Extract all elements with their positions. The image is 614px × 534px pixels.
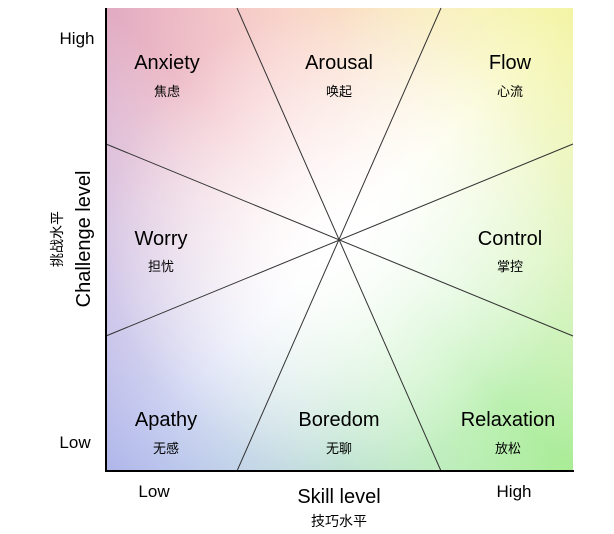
- region-control-label-zh: 掌控: [497, 260, 523, 275]
- region-relaxation-label: Relaxation: [461, 409, 556, 431]
- divider-right-upper: [105, 143, 574, 337]
- x-axis-high-label: High: [497, 482, 532, 501]
- region-boredom-label-zh: 无聊: [326, 442, 352, 457]
- x-axis-title-zh: 技巧水平: [311, 514, 367, 530]
- region-control-label: Control: [478, 228, 542, 250]
- region-worry: Worry 担忧: [135, 228, 188, 275]
- region-flow-label-zh: 心流: [497, 85, 523, 100]
- region-relaxation: Relaxation 放松: [461, 409, 556, 457]
- region-apathy-label: Apathy: [135, 409, 197, 431]
- region-arousal-label: Arousal: [305, 52, 373, 74]
- region-boredom: Boredom 无聊: [298, 409, 379, 457]
- region-worry-label: Worry: [135, 228, 188, 250]
- region-anxiety-label: Anxiety: [134, 52, 200, 74]
- y-axis-low-label: Low: [59, 433, 91, 452]
- region-anxiety-label-zh: 焦虑: [154, 85, 180, 100]
- x-axis-title: Skill level: [297, 486, 380, 508]
- y-axis-title-zh: 挑战水平: [50, 211, 66, 267]
- region-worry-label-zh: 担忧: [148, 260, 174, 275]
- y-axis-title: Challenge level: [73, 171, 95, 308]
- region-boredom-label: Boredom: [298, 409, 379, 431]
- region-flow-label: Flow: [489, 52, 532, 74]
- region-control: Control 掌控: [478, 228, 542, 275]
- x-axis-low-label: Low: [138, 482, 170, 501]
- region-dividers: [105, 7, 574, 472]
- region-flow: Flow 心流: [489, 52, 532, 100]
- region-relaxation-label-zh: 放松: [495, 442, 521, 457]
- region-arousal: Arousal 唤起: [305, 52, 373, 100]
- y-axis-high-label: High: [60, 29, 95, 48]
- region-apathy: Apathy 无感: [135, 409, 197, 457]
- region-apathy-label-zh: 无感: [153, 441, 179, 457]
- region-anxiety: Anxiety 焦虑: [134, 52, 200, 100]
- region-arousal-label-zh: 唤起: [326, 85, 352, 100]
